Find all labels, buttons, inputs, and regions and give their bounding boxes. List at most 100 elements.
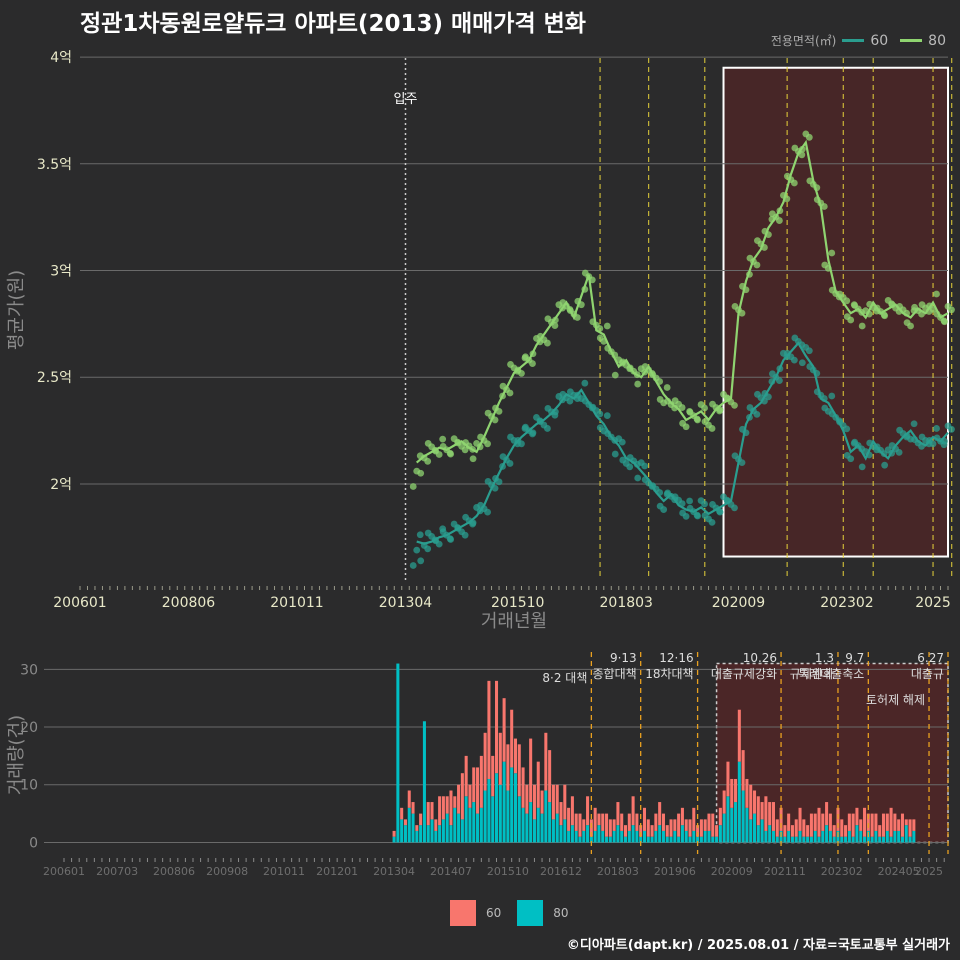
scatter-point-60	[424, 545, 432, 553]
volume-bar-80	[589, 836, 593, 843]
chart-title: 정관1차동원로얄듀크 아파트(2013) 매매가격 변화	[80, 11, 586, 37]
scatter-point-80	[611, 371, 619, 379]
legend-label-60: 60	[870, 32, 889, 49]
volume-bar-60	[589, 819, 593, 837]
volume-bar-60	[487, 680, 491, 779]
volume-bar-60	[623, 825, 628, 837]
volume-bar-80	[494, 773, 499, 843]
volume-bar-80	[502, 761, 506, 843]
top-legend: 전용면적(㎡) 60 80	[771, 32, 952, 49]
volume-x-tick-label: 200908	[206, 865, 248, 878]
volume-bar-80	[756, 825, 760, 843]
volume-bar-80	[582, 830, 586, 843]
scatter-point-60	[753, 410, 761, 418]
volume-bar-80	[802, 836, 806, 843]
scatter-point-60	[413, 546, 421, 554]
volume-bar-60	[696, 825, 700, 837]
volume-bar-80	[783, 836, 787, 843]
volume-bar-80	[870, 836, 874, 843]
volume-bar-80	[863, 836, 867, 843]
volume-bar-60	[847, 813, 851, 831]
volume-bar-60	[616, 802, 620, 826]
volume-bar-60	[529, 738, 533, 803]
volume-bar-80	[551, 819, 555, 843]
scatter-point-60	[790, 356, 798, 364]
bottom-legend: 60 80	[450, 900, 569, 926]
scatter-point-60	[603, 412, 611, 420]
volume-bar-80	[752, 813, 757, 843]
volume-x-tick-label: 201803	[597, 865, 639, 878]
volume-bar-80	[506, 790, 510, 843]
volume-bar-80	[707, 830, 711, 843]
volume-x-tick-label: 200601	[43, 865, 85, 878]
volume-bar-80	[692, 830, 696, 843]
volume-bar-60	[692, 807, 696, 831]
volume-bar-80	[570, 825, 574, 843]
volume-bar-80	[434, 830, 438, 843]
volume-bar-60	[430, 802, 434, 820]
volume-bar-80	[669, 836, 673, 843]
scatter-point-60	[910, 420, 918, 428]
volume-bar-80	[586, 825, 590, 843]
scatter-point-80	[708, 425, 716, 432]
volume-x-tick-label: 201906	[654, 865, 696, 878]
scatter-point-80	[495, 407, 503, 415]
scatter-point-60	[682, 512, 690, 520]
volume-bar-60	[658, 802, 662, 826]
x-tick-label: 2025	[915, 595, 951, 611]
volume-y-tick-label: 10	[20, 778, 38, 794]
volume-bar-80	[790, 836, 794, 843]
scatter-point-60	[417, 557, 425, 565]
scatter-point-60	[660, 506, 668, 513]
volume-bar-80	[688, 836, 692, 843]
volume-bar-80	[555, 813, 559, 843]
scatter-point-80	[753, 261, 761, 269]
scatter-point-60	[738, 459, 746, 467]
scatter-point-80	[506, 389, 514, 397]
volume-bar-60	[551, 784, 555, 820]
volume-bar-60	[760, 802, 764, 820]
footer-credit: ©디아파트(dapt.kr) / 2025.08.01 / 자료=국토교통부 실…	[566, 938, 950, 953]
series-line-80	[415, 139, 949, 464]
scatter-point-60	[858, 463, 866, 471]
volume-bar-60	[468, 784, 472, 808]
volume-bar-80	[415, 830, 419, 843]
volume-bar-80	[677, 836, 681, 843]
volume-bar-60	[851, 813, 855, 837]
scatter-point-60	[948, 425, 955, 433]
volume-bar-60	[711, 813, 715, 837]
volume-bar-80	[487, 778, 491, 843]
scatter-point-60	[618, 438, 626, 446]
volume-bar-80	[912, 830, 916, 843]
volume-x-tick-label: 202302	[821, 865, 863, 878]
volume-bar-60	[779, 807, 783, 831]
volume-bar-60	[574, 813, 578, 831]
volume-bar-60	[783, 825, 787, 837]
volume-bar-60	[828, 813, 832, 831]
volume-bar-80	[627, 830, 631, 843]
volume-bar-80	[885, 830, 889, 843]
volume-bar-60	[806, 825, 810, 837]
volume-bar-60	[593, 807, 597, 831]
volume-bar-60	[745, 778, 749, 808]
volume-bar-60	[559, 802, 563, 826]
volume-bar-80	[483, 790, 487, 843]
volume-bar-80	[460, 819, 464, 843]
volume-bar-60	[578, 813, 582, 837]
volume-bar-60	[752, 790, 757, 814]
volume-bar-80	[593, 830, 597, 843]
volume-bar-60	[453, 796, 457, 808]
volume-bar-80	[749, 819, 753, 843]
volume-bar-60	[749, 784, 753, 820]
volume-bar-80	[908, 836, 912, 843]
volume-bar-80	[847, 830, 851, 843]
volume-x-tick-label: 201612	[540, 865, 582, 878]
volume-bar-80	[608, 836, 612, 843]
volume-x-tick-label: 201201	[316, 865, 358, 878]
volume-bar-60	[730, 778, 734, 808]
volume-bar-60	[904, 819, 908, 826]
volume-bar-80	[771, 830, 775, 843]
x-tick-label: 200806	[162, 595, 216, 611]
scatter-point-80	[843, 297, 851, 305]
volume-bar-80	[574, 830, 578, 843]
